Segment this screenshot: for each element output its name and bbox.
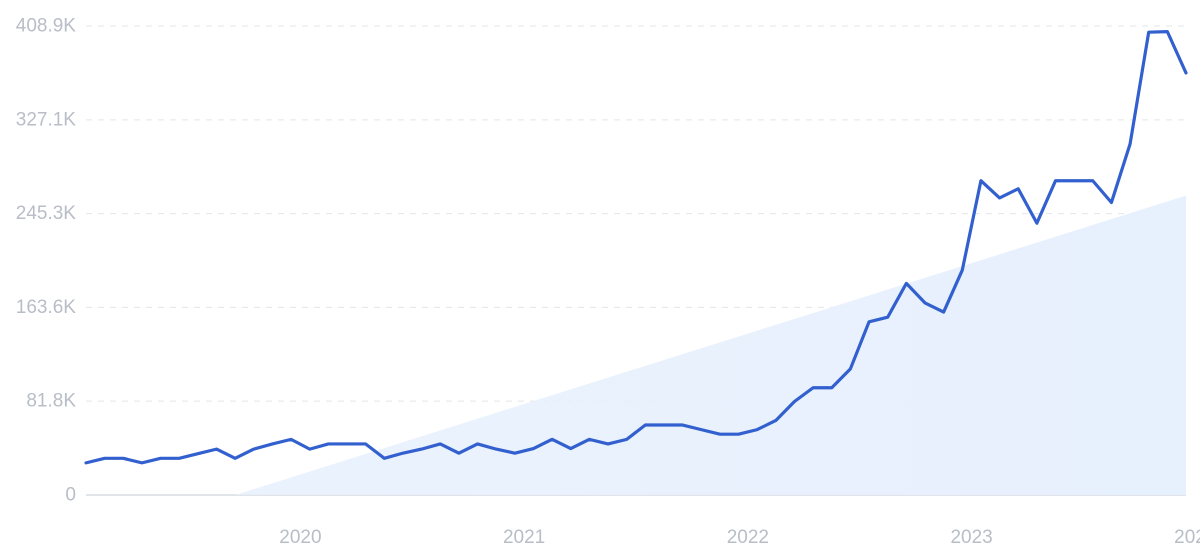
y-tick-label: 81.8K	[26, 391, 76, 412]
x-tick-label: 2022	[727, 527, 769, 548]
x-tick-label: 2023	[950, 527, 992, 548]
y-axis: 0 81.8K 163.6K 245.3K 327.1K 408.9K	[16, 16, 77, 506]
y-tick-label: 245.3K	[16, 203, 77, 224]
x-tick-label: 2021	[503, 527, 545, 548]
trend-area	[235, 195, 1187, 495]
x-tick-label: 2020	[279, 527, 321, 548]
y-tick-label: 408.9K	[16, 16, 77, 37]
y-tick-label: 0	[65, 485, 76, 506]
x-tick-label: 2024	[1174, 527, 1200, 548]
y-tick-label: 163.6K	[16, 297, 77, 318]
series-line	[84, 30, 1188, 465]
series-line-group	[84, 30, 1188, 465]
x-axis: 2020 2021 2022 2023 2024	[279, 527, 1200, 548]
y-tick-label: 327.1K	[16, 109, 77, 130]
trend-area-shape	[235, 195, 1187, 495]
